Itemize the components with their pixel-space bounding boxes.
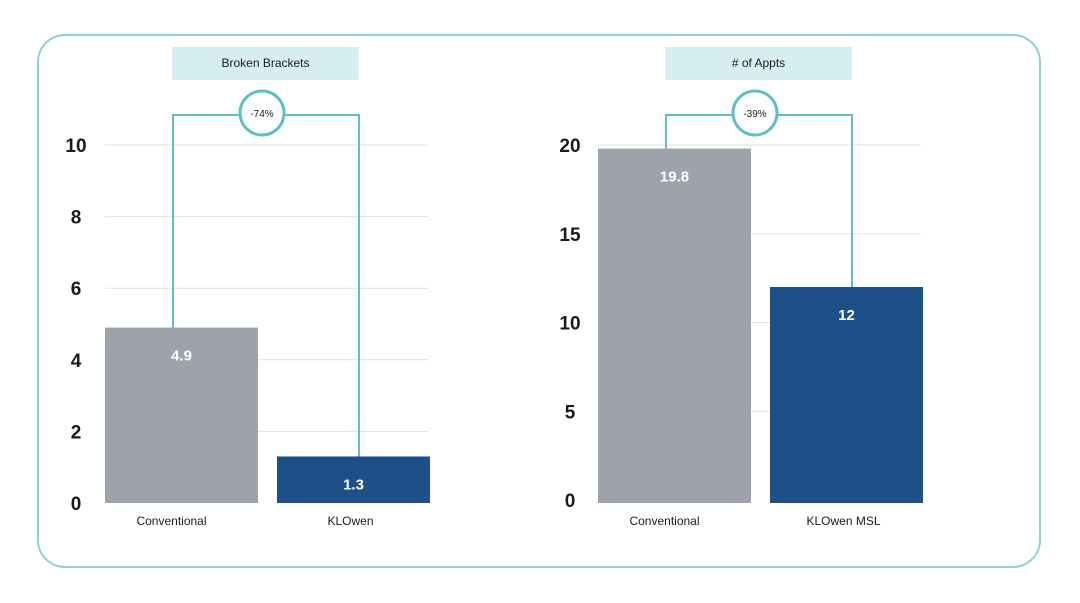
- change-badge: [731, 89, 779, 137]
- bar-conventional: [598, 148, 751, 504]
- x-category-label: KLOwen MSL: [806, 514, 880, 528]
- chart-frame: [37, 34, 1041, 568]
- y-tick-label: 6: [71, 279, 82, 300]
- y-tick-label: 0: [71, 494, 82, 515]
- x-category-label: Conventional: [629, 514, 699, 528]
- chart-title: # of Appts: [732, 56, 785, 70]
- y-tick-label: 10: [559, 314, 580, 335]
- bar-value-label: 12: [838, 307, 855, 324]
- bar-klowen: [770, 287, 923, 503]
- y-tick-label: 8: [71, 208, 82, 229]
- y-tick-label: 10: [65, 136, 86, 157]
- y-tick-label: 2: [71, 422, 82, 443]
- bar-conventional: [105, 327, 258, 503]
- chart-title-box: [665, 47, 852, 80]
- chart-title: Broken Brackets: [221, 56, 309, 70]
- y-tick-label: 5: [565, 402, 576, 423]
- bar-value-label: 1.3: [343, 476, 364, 493]
- bar-value-label: 4.9: [171, 348, 192, 365]
- bar-value-label: 19.8: [660, 169, 689, 186]
- y-tick-label: 4: [71, 351, 82, 372]
- change-percent-label: -39%: [743, 109, 766, 120]
- change-badge: [238, 89, 286, 137]
- chart-title-box: [172, 47, 359, 80]
- y-tick-label: 0: [565, 491, 576, 512]
- x-category-label: Conventional: [136, 514, 206, 528]
- x-category-label: KLOwen: [327, 514, 373, 528]
- change-percent-label: -74%: [250, 109, 273, 120]
- y-tick-label: 15: [559, 225, 581, 246]
- y-tick-label: 20: [559, 136, 580, 157]
- bar-klowen: [277, 456, 430, 503]
